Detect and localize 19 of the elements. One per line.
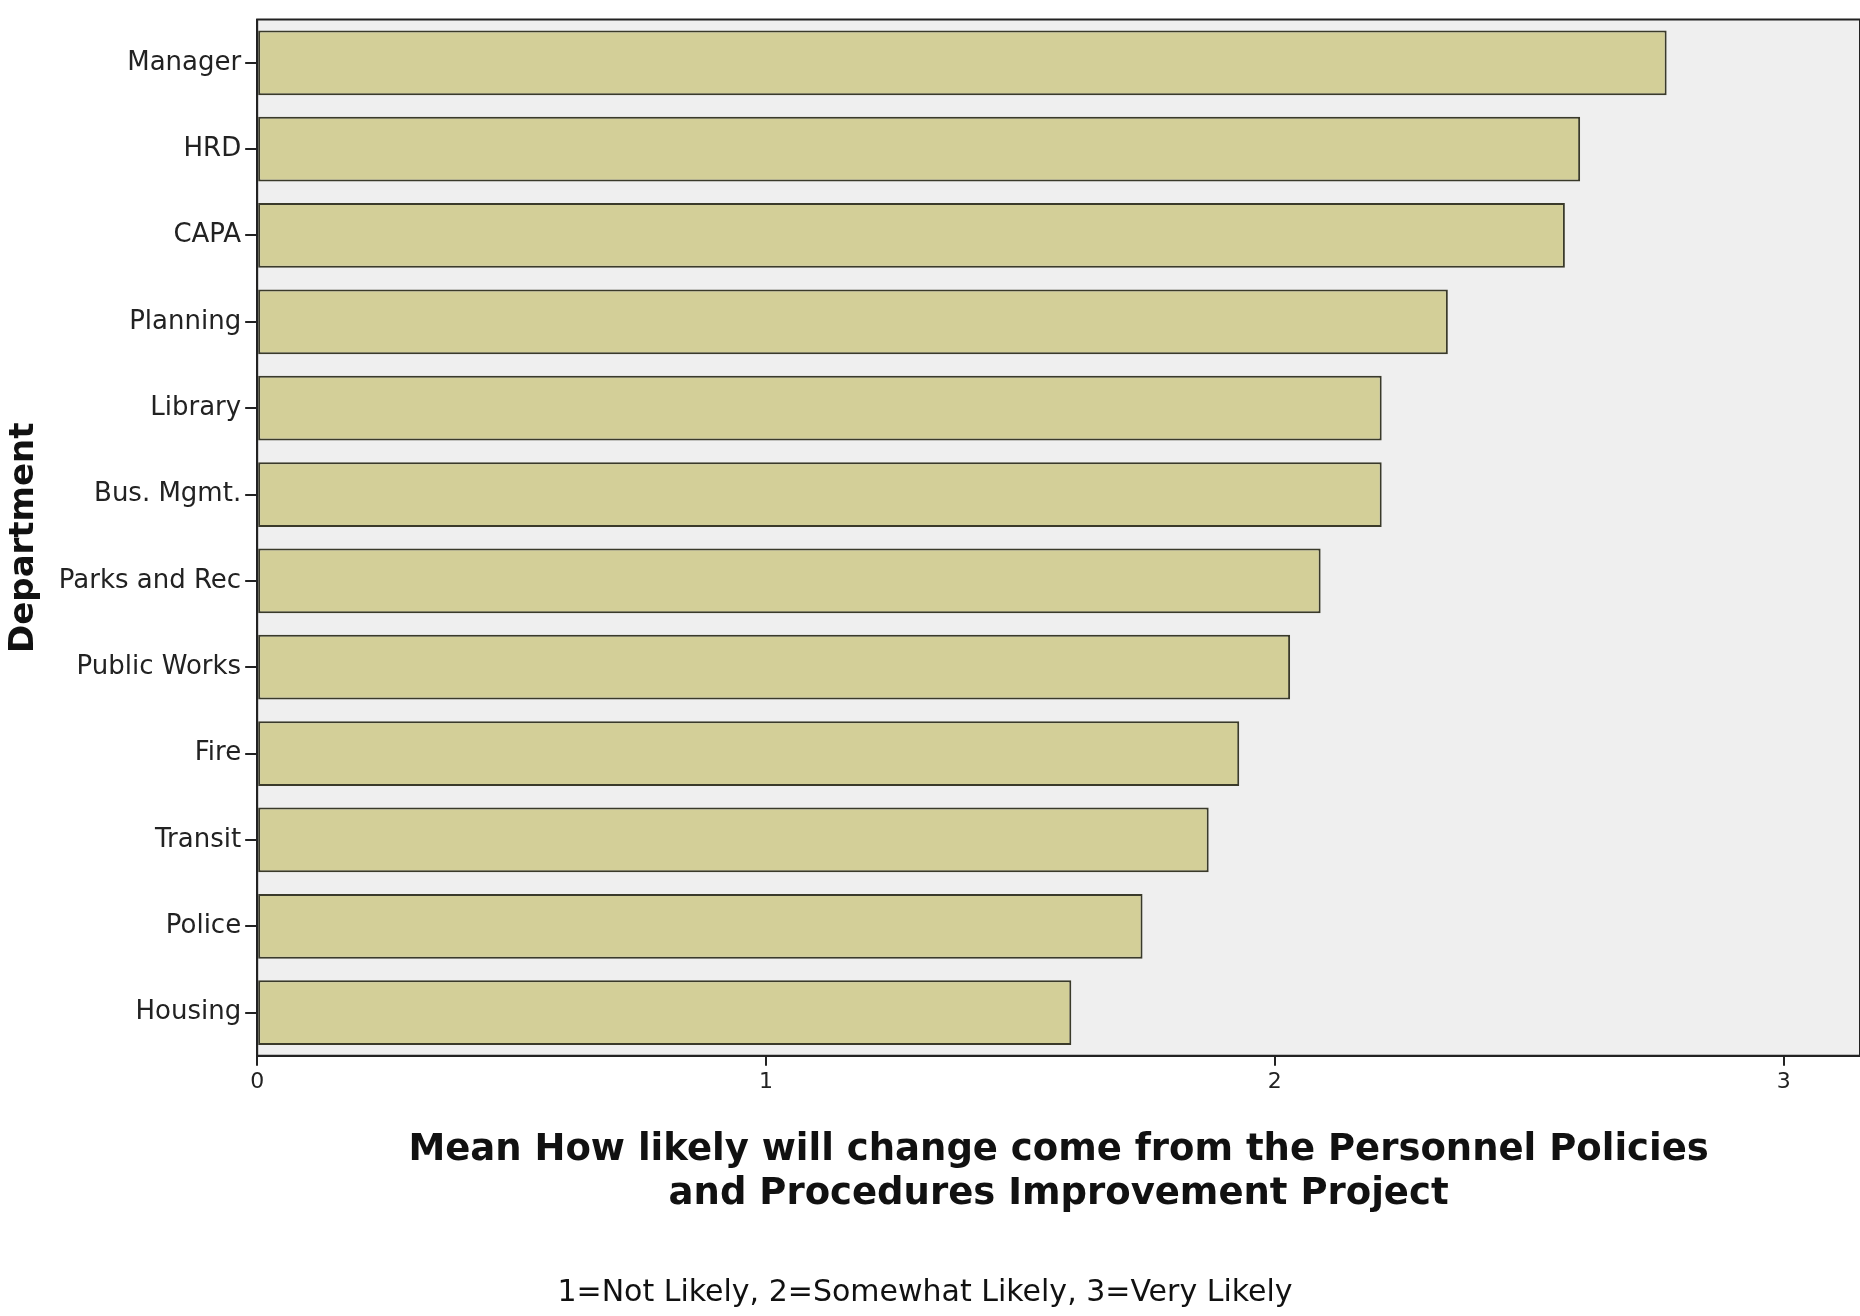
y-tick-label: Police: [165, 909, 242, 940]
y-tick-label: Manager: [127, 45, 242, 76]
x-tick-label: 3: [1776, 1067, 1791, 1093]
x-tick-label: 1: [759, 1067, 773, 1093]
y-tick-label: Fire: [194, 736, 242, 767]
y-tick-label: Parks and Rec: [58, 563, 242, 594]
y-tick-label: CAPA: [173, 218, 242, 249]
y-tick-label: Housing: [135, 995, 242, 1026]
y-tick-label: HRD: [183, 131, 242, 162]
x-tick-label: 2: [1267, 1067, 1282, 1093]
x-tick-label: 0: [250, 1067, 265, 1093]
y-tick-label: Public Works: [76, 649, 242, 680]
y-tick-label: Transit: [154, 822, 242, 853]
y-tick-label: Bus. Mgmt.: [94, 477, 242, 508]
x-axis-title: Mean How likely will change come from the Personnel Policies and Procedures Improvement Project: [408, 1126, 1709, 1214]
y-tick-label: Library: [150, 390, 242, 421]
y-tick-label: Planning: [129, 304, 242, 335]
text: 1=Not Likely, 2=Somewhat Likely, 3=Very Likely: [557, 1272, 1293, 1308]
y-axis-title: Department: [1, 422, 42, 653]
